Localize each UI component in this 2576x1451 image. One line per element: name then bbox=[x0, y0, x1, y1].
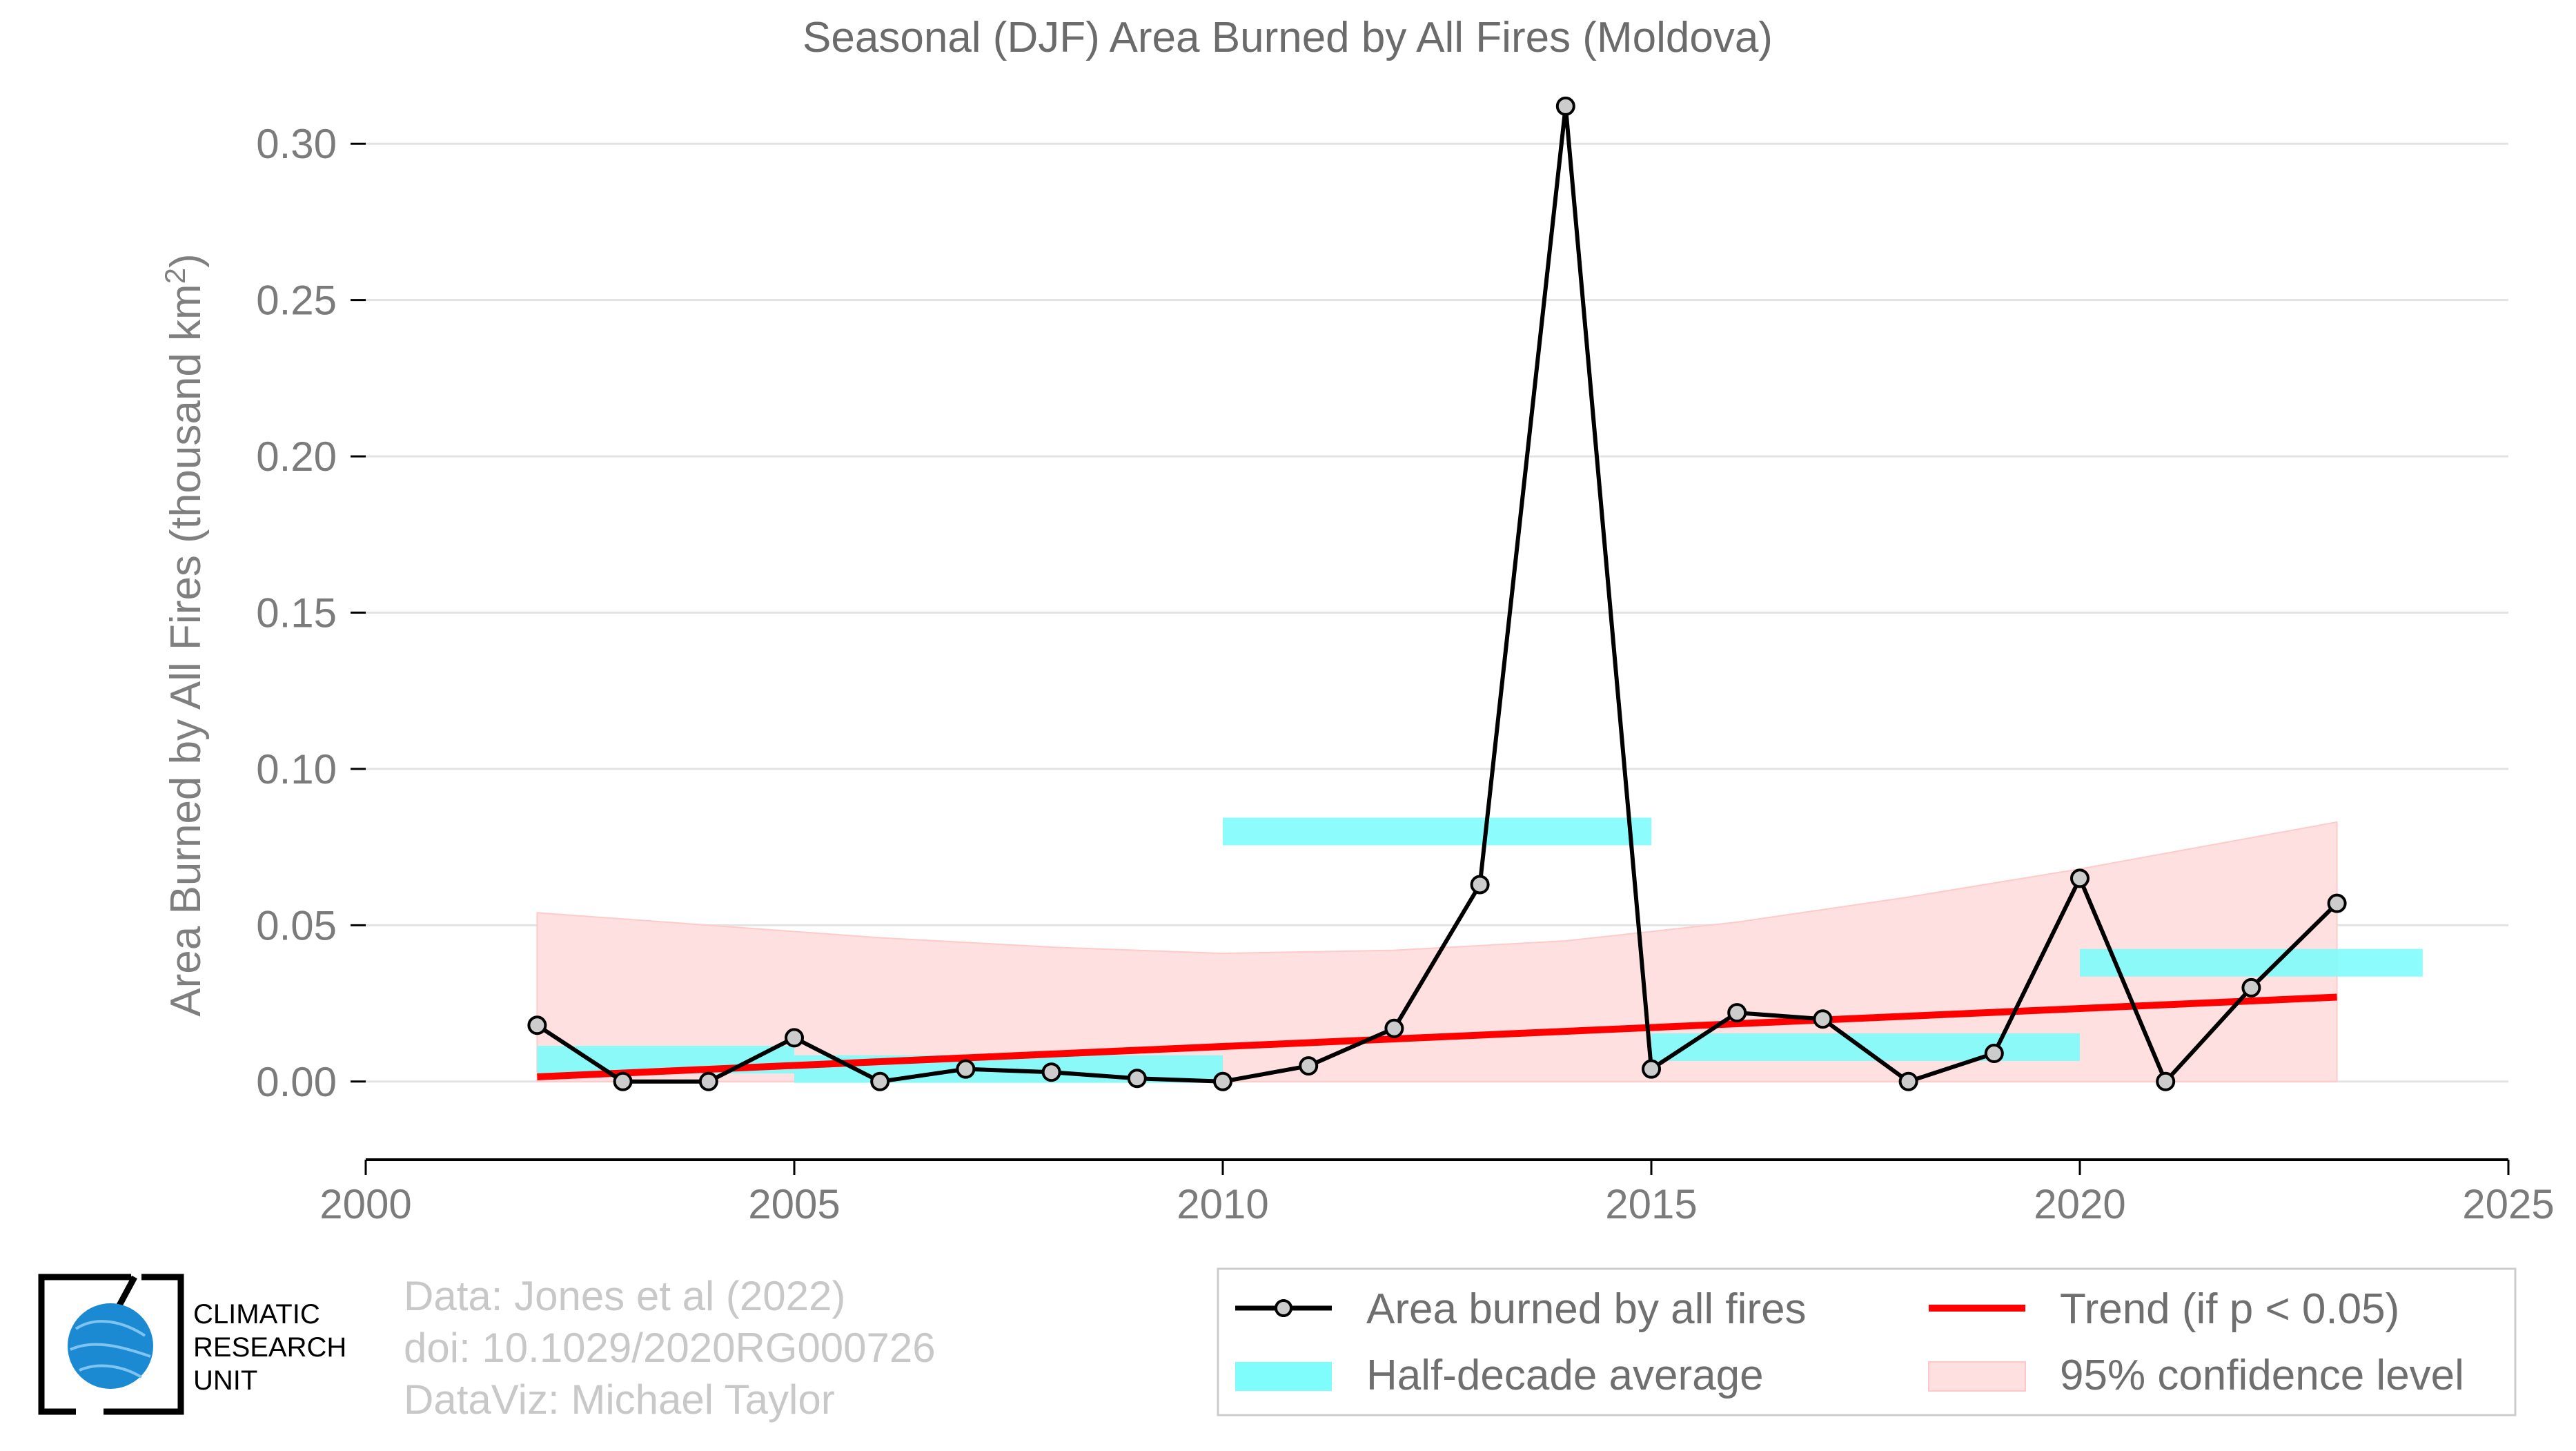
legend: Area burned by all fires Trend (if p < 0… bbox=[1217, 1267, 2517, 1416]
globe-swirl-icon bbox=[70, 1320, 151, 1379]
data-point bbox=[1642, 1059, 1661, 1079]
data-point bbox=[785, 1028, 804, 1048]
data-point bbox=[1555, 96, 1575, 116]
trend-line-segment bbox=[537, 993, 2337, 1080]
grid bbox=[366, 142, 2508, 1083]
legend-label-average: Half-decade average bbox=[1366, 1352, 1764, 1399]
data-point bbox=[1384, 1018, 1404, 1038]
y-tick-label: 0.10 bbox=[256, 746, 337, 792]
data-point bbox=[2070, 868, 2090, 888]
chart-title: Seasonal (DJF) Area Burned by All Fires … bbox=[803, 14, 1773, 61]
data-point bbox=[870, 1071, 890, 1091]
data-point bbox=[2327, 893, 2347, 913]
legend-swatch-confidence bbox=[1928, 1361, 2026, 1392]
x-tick-label: 2010 bbox=[1177, 1181, 1268, 1227]
y-tick-label: 0.30 bbox=[256, 121, 337, 167]
trend-line bbox=[537, 993, 2337, 1080]
y-tick-label: 0.05 bbox=[256, 902, 337, 948]
data-point bbox=[1127, 1069, 1147, 1089]
x-tick-label: 2025 bbox=[2462, 1181, 2554, 1227]
legend-label-confidence: 95% confidence level bbox=[2060, 1352, 2464, 1399]
half-decade-bar bbox=[2080, 948, 2423, 977]
y-tick-label: 0.15 bbox=[256, 590, 337, 636]
half-decade-bar bbox=[1223, 817, 1651, 846]
logo-line-1: CLIMATIC bbox=[193, 1299, 320, 1330]
data-point bbox=[2241, 977, 2261, 997]
legend-label-trend: Trend (if p < 0.05) bbox=[2060, 1285, 2399, 1333]
data-point bbox=[2156, 1071, 2176, 1091]
logo-line-2: RESEARCH bbox=[193, 1332, 347, 1363]
data-point bbox=[956, 1059, 976, 1079]
x-tick-label: 2015 bbox=[1605, 1181, 1697, 1227]
credit-doi: doi: 10.1029/2020RG000726 bbox=[404, 1325, 936, 1371]
data-point bbox=[1041, 1062, 1061, 1082]
x-tick-label: 2020 bbox=[2034, 1181, 2125, 1227]
y-tick-label: 0.25 bbox=[256, 277, 337, 324]
credit-dataviz: DataViz: Michael Taylor bbox=[404, 1376, 835, 1423]
y-tick-label: 0.20 bbox=[256, 434, 337, 480]
legend-swatch-marker bbox=[1275, 1299, 1292, 1317]
cru-logo bbox=[38, 1274, 184, 1415]
credit-data: Data: Jones et al (2022) bbox=[404, 1273, 846, 1319]
logo-bracket-left bbox=[38, 1274, 131, 1415]
credits: Data: Jones et al (2022) doi: 10.1029/20… bbox=[404, 1270, 936, 1425]
axes: 0.00 0.05 0.10 0.15 0.20 0.25 0.30 2000 2005 2010… bbox=[256, 121, 2555, 1227]
legend-label-series: Area burned by all fires bbox=[1366, 1285, 1807, 1333]
x-tick-label: 2005 bbox=[748, 1181, 840, 1227]
data-point bbox=[613, 1071, 633, 1091]
series-area-burned bbox=[527, 96, 2347, 1091]
data-point bbox=[1299, 1056, 1319, 1076]
data-point bbox=[527, 1015, 547, 1035]
y-axis-label: Area Burned by All Fires (thousand km2) bbox=[159, 253, 210, 1016]
data-point bbox=[1727, 1003, 1747, 1023]
series-line bbox=[535, 104, 2339, 1084]
legend-swatch-average bbox=[1235, 1362, 1332, 1391]
x-tick-label: 2000 bbox=[319, 1181, 411, 1227]
y-tick-label: 0.00 bbox=[256, 1059, 337, 1105]
data-point bbox=[1470, 875, 1490, 895]
data-point bbox=[1984, 1044, 2004, 1064]
data-point bbox=[1813, 1009, 1833, 1029]
logo-line-3: UNIT bbox=[193, 1365, 258, 1396]
legend-box bbox=[1217, 1267, 2517, 1416]
logo-bracket-right bbox=[104, 1274, 184, 1415]
data-point bbox=[698, 1071, 718, 1091]
data-point bbox=[1213, 1071, 1232, 1091]
half-decade-bar bbox=[1651, 1033, 2080, 1061]
logo-text: CLIMATIC RESEARCH UNIT bbox=[193, 1298, 346, 1397]
data-point bbox=[1898, 1071, 1918, 1091]
